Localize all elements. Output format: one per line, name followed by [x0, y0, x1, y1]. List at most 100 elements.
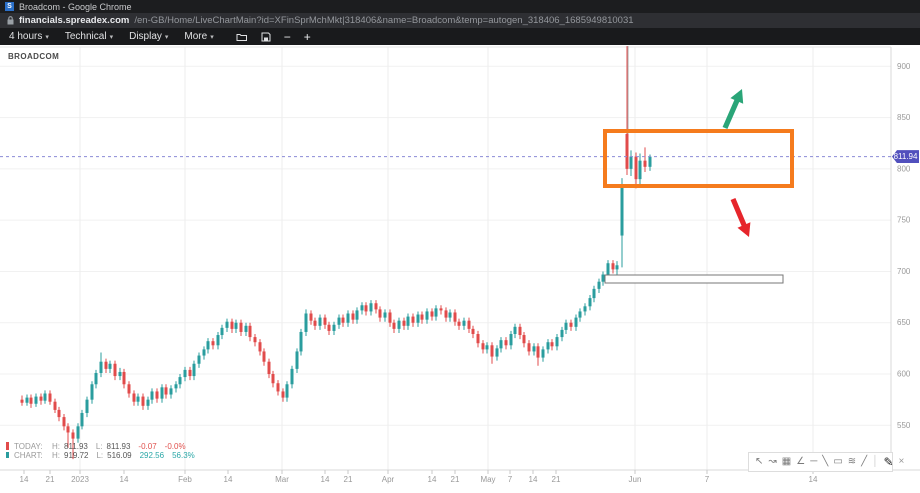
address-bar[interactable]: financials.spreadex.com/en-GB/Home/LiveC…	[0, 13, 920, 28]
candle-body	[578, 311, 582, 318]
candle-body	[457, 321, 461, 326]
drawing-tools-palette: ↖ ↝ ▦ ∠ ─ ╲ ▭ ≋ ╱ │ ✎ ×	[748, 452, 904, 472]
more-menu[interactable]: More ▾	[184, 31, 213, 42]
candle-body	[262, 351, 266, 362]
thin-box-annotation[interactable]	[604, 274, 784, 284]
candle-body	[536, 346, 540, 358]
candle-body	[155, 391, 159, 399]
candle-body	[230, 321, 234, 329]
x-axis-label: 14	[529, 475, 538, 484]
toolbar-icon-group: − +	[236, 29, 311, 44]
technical-menu[interactable]: Technical ▾	[65, 31, 113, 42]
candle-body	[146, 399, 150, 406]
candle-body	[258, 342, 262, 352]
candle-body	[216, 335, 220, 346]
candle-body	[634, 156, 638, 180]
chart-low-value: 516.09	[107, 451, 132, 460]
candle-body	[141, 396, 145, 406]
candle-body	[490, 345, 494, 357]
y-axis-label: 850	[897, 113, 911, 122]
candle-body	[57, 409, 61, 418]
candle-body	[108, 363, 112, 369]
candle-body	[606, 263, 610, 275]
candle-body	[99, 361, 103, 373]
timeframe-menu[interactable]: 4 hours ▾	[9, 31, 49, 42]
candle-body	[341, 317, 345, 323]
candle-body	[476, 334, 480, 344]
candle-body	[611, 263, 615, 270]
lock-icon	[7, 12, 14, 30]
polyline-tool[interactable]: ↝	[768, 456, 777, 467]
candle-body	[546, 342, 550, 350]
candle-body	[202, 349, 206, 356]
candle-body	[588, 298, 592, 307]
y-axis-label: 650	[897, 318, 911, 327]
candle-body	[169, 388, 173, 395]
candle-body	[369, 303, 373, 312]
red-down-arrow[interactable]	[730, 198, 751, 237]
candle-body	[29, 397, 33, 404]
zoom-out-button[interactable]: −	[283, 29, 291, 44]
candle-body	[318, 317, 322, 326]
rectangle-tool[interactable]: ▭	[833, 456, 843, 467]
x-axis-label: 14	[321, 475, 330, 484]
y-axis-label: 550	[897, 421, 911, 430]
save-icon[interactable]	[261, 32, 271, 42]
candle-body	[220, 327, 224, 336]
candle-body	[499, 340, 503, 349]
today-high-value: 811.93	[64, 442, 88, 451]
pointer-tool[interactable]: ↖	[755, 456, 764, 467]
candle-body	[94, 372, 98, 385]
candle-body	[522, 335, 526, 344]
candle-body	[625, 133, 629, 169]
candle-body	[337, 317, 341, 325]
candle-body	[327, 324, 331, 331]
candle-body	[448, 312, 452, 318]
candle-body	[136, 396, 140, 402]
candle-body	[560, 329, 564, 338]
fib-grid-tool[interactable]: ▦	[781, 456, 792, 467]
candle-body	[48, 393, 52, 402]
candle-body	[648, 156, 652, 167]
ohlc-legend: TODAY: H: 811.93 L: 811.93 -0.07 -0.0% C…	[6, 441, 199, 460]
green-up-arrow[interactable]	[722, 89, 744, 129]
open-folder-icon[interactable]	[236, 32, 248, 42]
display-menu[interactable]: Display ▾	[129, 31, 168, 42]
low-label: L:	[95, 442, 103, 451]
ray-tool[interactable]: ╱	[861, 456, 868, 467]
candle-body	[509, 334, 513, 346]
candle-body	[206, 341, 210, 350]
trend-line-tool[interactable]: ╲	[822, 456, 829, 467]
candle-body	[638, 160, 642, 180]
y-axis-label: 600	[897, 370, 911, 379]
candle-body	[518, 326, 522, 336]
ellipse-tool[interactable]: ≋	[847, 456, 857, 467]
candle-body	[583, 306, 587, 312]
candle-body	[276, 383, 280, 392]
marker-tool[interactable]: ✎	[883, 455, 894, 469]
x-axis-label: Jun	[629, 475, 642, 484]
zoom-in-button[interactable]: +	[303, 29, 311, 44]
candle-body	[127, 384, 131, 394]
candle-body	[495, 348, 499, 357]
close-tools-icon[interactable]: ×	[898, 456, 905, 467]
horizontal-line-tool[interactable]: ─	[810, 456, 818, 467]
candle-body	[453, 312, 457, 322]
spreadex-favicon: S	[5, 2, 14, 11]
candle-body	[164, 387, 168, 395]
orange-box-annotation[interactable]	[603, 129, 794, 188]
candle-body	[471, 328, 475, 335]
x-axis-label: Feb	[178, 475, 192, 484]
candle-body	[34, 396, 38, 404]
candle-body	[104, 361, 108, 369]
candle-body	[406, 316, 410, 326]
candle-body	[425, 311, 429, 320]
x-axis-label: 14	[809, 475, 818, 484]
legend-today-label: TODAY:	[14, 442, 43, 451]
trend-fan-tool[interactable]: ∠	[796, 456, 806, 467]
candle-body	[388, 312, 392, 323]
candle-body	[411, 316, 415, 323]
candle-body	[527, 343, 531, 352]
y-axis-label: 900	[897, 62, 911, 71]
candle-body	[76, 426, 80, 439]
